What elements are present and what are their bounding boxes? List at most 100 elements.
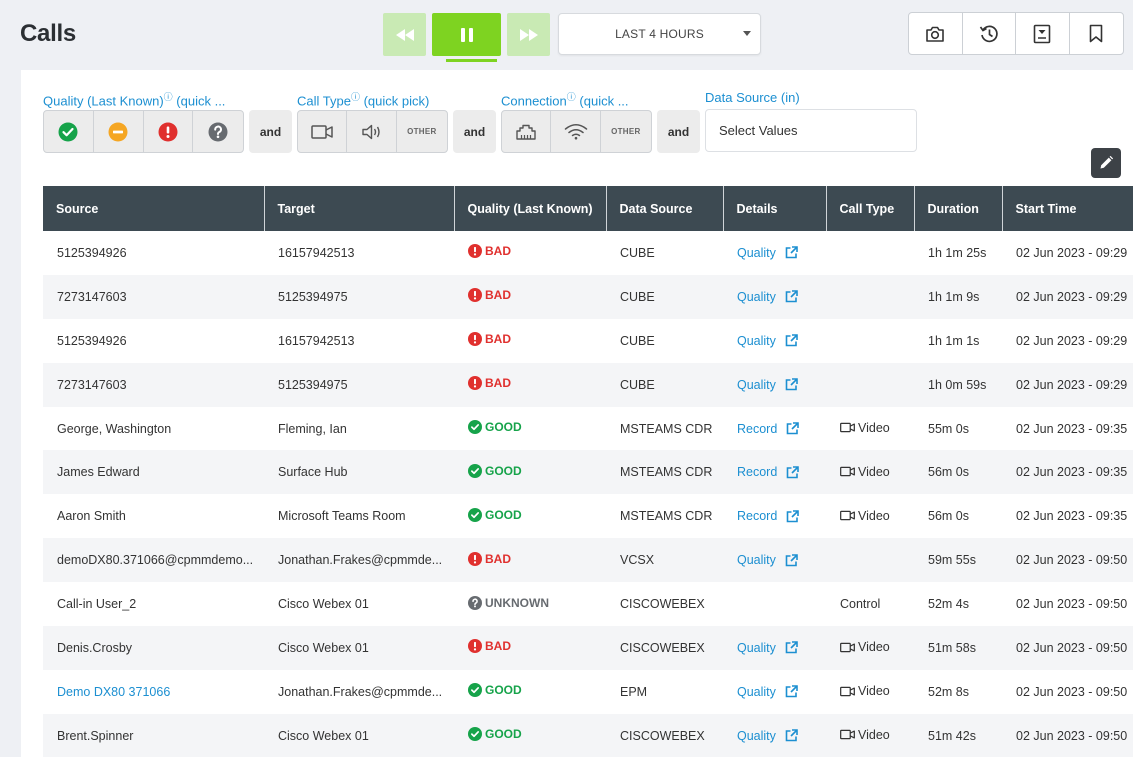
snapshot-button[interactable] — [909, 13, 963, 54]
external-link-icon[interactable] — [786, 422, 800, 435]
table-row[interactable]: demoDX80.371066@cpmmdemo... Jonathan.Frak… — [43, 538, 1133, 583]
and-toggle-1[interactable]: and — [249, 110, 292, 153]
cell-source[interactable]: Demo DX80 371066 — [43, 670, 264, 714]
time-range-select[interactable]: LAST 4 HOURS — [558, 13, 761, 55]
details-link[interactable]: Quality — [737, 333, 776, 348]
and-toggle-2[interactable]: and — [453, 110, 496, 153]
external-link-icon[interactable] — [785, 685, 798, 698]
source-value[interactable]: Demo DX80 371066 — [57, 684, 171, 699]
column-header-call-type[interactable]: Call Type — [826, 186, 915, 231]
exclamation-circle-icon — [468, 288, 482, 303]
details-link[interactable]: Quality — [737, 640, 776, 655]
external-link-icon[interactable] — [785, 334, 798, 347]
cell-target: Jonathan.Frakes@cpmmde... — [278, 684, 443, 699]
column-header-details[interactable]: Details — [723, 186, 827, 231]
column-header-duration[interactable]: Duration — [914, 186, 1003, 231]
pencil-icon — [1100, 155, 1114, 169]
cell-details: Quality — [723, 626, 826, 670]
cell-call-type — [826, 231, 914, 275]
quality-warning-button[interactable] — [94, 111, 144, 152]
quality-text: BAD — [485, 332, 511, 347]
quality-badge: GOOD — [468, 463, 522, 478]
details-link[interactable]: Quality — [737, 377, 776, 392]
quality-bad-button[interactable] — [144, 111, 194, 152]
source-value: 7273147603 — [57, 289, 127, 304]
quality-good-button[interactable] — [44, 111, 94, 152]
cell-source: Denis.Crosby — [43, 626, 264, 670]
details-link[interactable]: Quality — [737, 553, 776, 568]
table-row[interactable]: George, Washington Fleming, Ian GOOD MSTEAM… — [43, 407, 1133, 451]
call-type-video-button[interactable] — [298, 111, 348, 152]
details-link[interactable]: Record — [737, 509, 778, 524]
rewind-button[interactable] — [383, 13, 426, 56]
details-link[interactable]: Quality — [737, 684, 776, 699]
table-row[interactable]: Aaron Smith Microsoft Teams Room GOOD MSTEA… — [43, 494, 1133, 538]
call-type-filter-title: Call Type — [297, 93, 351, 109]
external-link-icon[interactable] — [785, 641, 798, 654]
connection-filter-label[interactable]: Connectionⓘ (quick ... — [501, 90, 629, 108]
cell-data-source: CISCOWEBEX — [606, 626, 723, 670]
external-link-icon[interactable] — [785, 553, 798, 567]
table-row[interactable]: Brent.Spinner Cisco Webex 01 GOOD CISCOWEBE… — [43, 713, 1133, 757]
details-link[interactable]: Record — [737, 465, 778, 480]
and-toggle-3[interactable]: and — [657, 110, 700, 153]
details-link[interactable]: Quality — [737, 245, 776, 260]
table-row[interactable]: Denis.Crosby Cisco Webex 01 BAD CISCOWEBEX Q… — [43, 626, 1133, 670]
chevron-down-icon — [743, 31, 751, 36]
external-link-icon[interactable] — [785, 729, 798, 742]
table-row[interactable]: 5125394926 16157942513 BAD CUBE Quality 1h 1m… — [43, 231, 1133, 275]
connection-other-button[interactable]: OTHER — [611, 127, 641, 136]
cell-target: 16157942513 — [278, 245, 355, 260]
external-link-icon[interactable] — [786, 466, 800, 479]
table-row[interactable]: James Edward Surface Hub GOOD MSTEAMS CDR Re… — [43, 450, 1133, 495]
cell-start-time: 02 Jun 2023 - 09:50 — [1002, 713, 1133, 757]
quality-badge: GOOD — [468, 420, 522, 434]
source-value: Aaron Smith — [57, 509, 126, 524]
column-header-data-source[interactable]: Data Source — [606, 186, 724, 231]
call-type-filter-label[interactable]: Call Typeⓘ (quick pick) — [297, 90, 429, 108]
edit-columns-button[interactable] — [1091, 148, 1121, 178]
details-link[interactable]: Quality — [737, 728, 776, 743]
external-link-icon[interactable] — [785, 378, 798, 391]
pause-button[interactable] — [432, 13, 501, 62]
bookmark-button[interactable] — [1070, 13, 1124, 54]
external-link-icon[interactable] — [785, 290, 798, 303]
quality-filter-label[interactable]: Quality (Last Known)ⓘ (quick ... — [43, 90, 225, 108]
table-row[interactable]: Call-in User_2 Cisco Webex 01 UNKNOWN CISCO… — [43, 582, 1133, 626]
cell-call-type: Video — [826, 713, 914, 757]
details-link[interactable]: Quality — [737, 289, 776, 304]
exclamation-circle-icon — [468, 332, 482, 347]
table-row[interactable]: 7273147603 5125394975 BAD CUBE Quality 1h 0m … — [43, 362, 1133, 407]
quality-text: GOOD — [485, 683, 522, 698]
table-row[interactable]: 7273147603 5125394975 BAD CUBE Quality 1h 1m … — [43, 274, 1133, 319]
call-type-text: Video — [858, 684, 890, 699]
details-link[interactable]: Record — [737, 421, 778, 436]
connection-wired-button[interactable] — [502, 111, 552, 152]
bookmark-icon — [1089, 24, 1103, 43]
video-camera-icon — [840, 686, 855, 697]
table-row[interactable]: 5125394926 16157942513 BAD CUBE Quality 1h 1m… — [43, 319, 1133, 363]
call-type-audio-button[interactable] — [347, 111, 397, 152]
column-header-source[interactable]: Source — [43, 186, 265, 231]
column-header-quality[interactable]: Quality (Last Known) — [454, 186, 607, 231]
call-type-quick-pick: OTHER — [297, 110, 448, 153]
time-range-label: LAST 4 HOURS — [615, 27, 704, 41]
external-link-icon[interactable] — [786, 509, 800, 523]
quality-filter-title: Quality (Last Known) — [43, 93, 164, 109]
column-header-start-time[interactable]: Start Time — [1002, 186, 1133, 231]
column-header-target[interactable]: Target — [264, 186, 455, 231]
save-view-button[interactable] — [1016, 13, 1070, 54]
external-link-icon[interactable] — [785, 246, 798, 259]
data-source-select[interactable]: Select Values — [705, 109, 917, 152]
fast-forward-button[interactable] — [507, 13, 550, 56]
download-box-icon — [1033, 24, 1051, 43]
history-button[interactable] — [963, 13, 1016, 54]
cell-call-type: Video — [826, 407, 914, 451]
table-row[interactable]: Demo DX80 371066 Jonathan.Frakes@cpmmde..… — [43, 670, 1133, 714]
cell-call-type: Control — [840, 597, 881, 612]
connection-wifi-button[interactable] — [551, 111, 601, 152]
quality-unknown-button[interactable] — [193, 111, 243, 152]
call-type-other-button[interactable]: OTHER — [407, 127, 437, 136]
rewind-icon — [395, 28, 414, 41]
table-header-row: Source Target Quality (Last Known) Data Sou… — [43, 186, 1133, 231]
